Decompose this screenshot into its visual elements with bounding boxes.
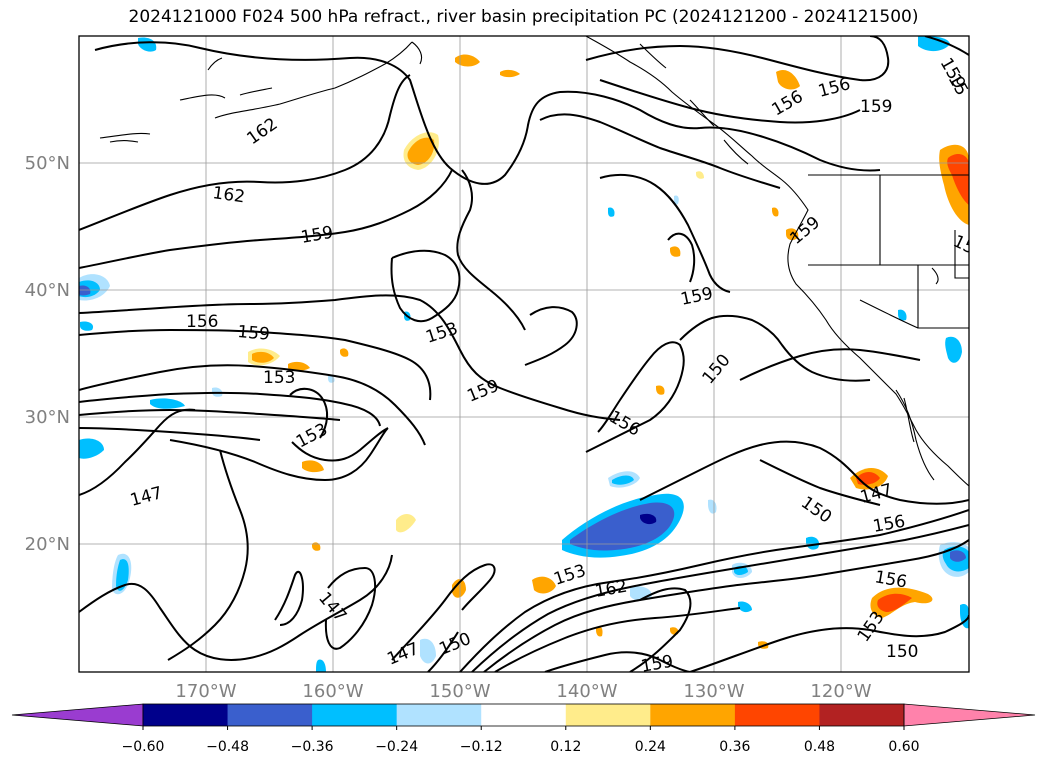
colorbar-tick-label: −0.48 [206, 739, 249, 755]
colorbar-bin [396, 704, 482, 726]
colorbar-tick-label: 0.48 [804, 739, 835, 755]
contour-label: 159 [639, 652, 674, 677]
colorbar-extend-low [11, 703, 144, 727]
contour-label: 153 [263, 368, 295, 388]
lon-label-160w: 160°W [302, 681, 363, 702]
colorbar: −0.60 −0.48 −0.36 −0.24 −0.12 0.12 0.24 0.36 0.4… [11, 703, 1036, 755]
lat-label-30n: 30°N [25, 407, 70, 428]
colorbar-bin [481, 704, 567, 726]
colorbar-tick-label: 0.36 [719, 739, 750, 755]
colorbar-bin [819, 704, 905, 726]
contour-label: 150 [886, 642, 918, 662]
refractivity-contours [79, 36, 969, 672]
lon-label-140w: 140°W [556, 681, 617, 702]
colorbar-bin [143, 704, 229, 726]
colorbar-extend-high [903, 703, 1036, 727]
map-frame [78, 35, 970, 673]
colorbar-tick-label: 0.60 [888, 739, 919, 755]
lat-label-50n: 50°N [25, 153, 70, 174]
colorbar-bin [312, 704, 398, 726]
lon-label-120w: 120°W [810, 681, 871, 702]
contour-label: 156 [186, 312, 218, 332]
coastlines [99, 36, 969, 487]
precip-shading [79, 36, 969, 672]
lon-label-130w: 130°W [683, 681, 744, 702]
colorbar-bin [734, 704, 820, 726]
longitude-labels: 170°W 160°W 150°W 140°W 130°W 120°W [175, 681, 871, 702]
lat-label-20n: 20°N [25, 534, 70, 555]
lon-label-150w: 150°W [429, 681, 490, 702]
colorbar-tick-label: −0.36 [291, 739, 334, 755]
colorbar-frame [142, 703, 905, 727]
contour-label: 162 [211, 183, 246, 207]
latitude-labels: 50°N 40°N 30°N 20°N [25, 153, 70, 555]
colorbar-tick-label: 0.12 [550, 739, 581, 755]
colorbar-bin [565, 704, 651, 726]
colorbar-bin [227, 704, 313, 726]
map-background [79, 36, 969, 672]
contour-label: 159 [237, 322, 271, 345]
colorbar-bin [650, 704, 736, 726]
lat-label-40n: 40°N [25, 280, 70, 301]
colorbar-tick-label: −0.24 [375, 739, 418, 755]
colorbar-tick-label: −0.60 [122, 739, 165, 755]
contour-label: 159 [860, 97, 892, 117]
colorbar-tick-label: −0.12 [460, 739, 503, 755]
map-title: 2024121000 F024 500 hPa refract., river … [128, 7, 919, 27]
graticule [79, 36, 969, 672]
lon-label-170w: 170°W [175, 681, 236, 702]
colorbar-tick-label: 0.24 [635, 739, 666, 755]
